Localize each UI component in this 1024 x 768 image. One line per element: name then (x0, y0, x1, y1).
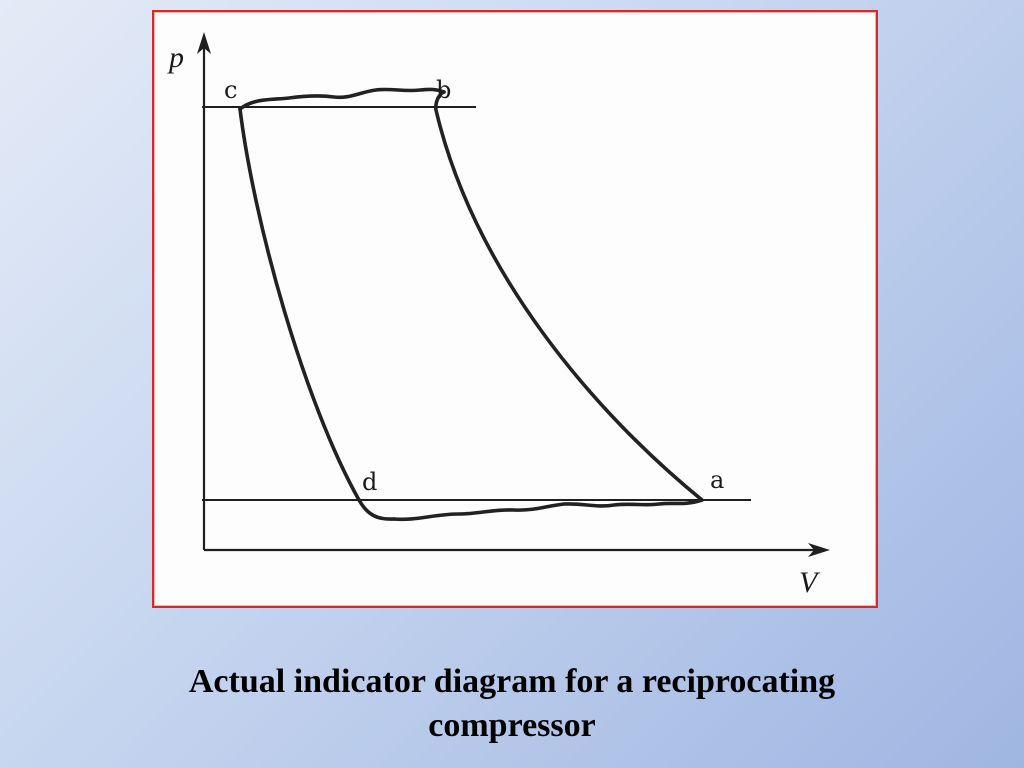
point-label-d: d (362, 468, 377, 496)
point-label-b: b (436, 76, 451, 104)
p-axis-label: p (167, 41, 184, 74)
v-axis-label: V (799, 566, 821, 599)
discharge-process-curve (238, 87, 446, 111)
caption-line-1: Actual indicator diagram for a reciproca… (188, 663, 836, 700)
p-axis-arrowhead (197, 32, 211, 54)
v-axis-arrowhead (808, 543, 830, 557)
caption-line-2: compressor (428, 707, 596, 744)
point-label-a: a (710, 466, 724, 494)
diagram-frame: c b d a p V (152, 10, 878, 608)
point-label-c: c (224, 76, 237, 104)
compression-curve (434, 90, 704, 502)
re-expansion-curve (238, 107, 396, 521)
figure-caption: Actual indicator diagram for a reciproca… (0, 660, 1024, 748)
indicator-diagram: c b d a p V (167, 32, 830, 599)
suction-process-curve (392, 498, 704, 522)
